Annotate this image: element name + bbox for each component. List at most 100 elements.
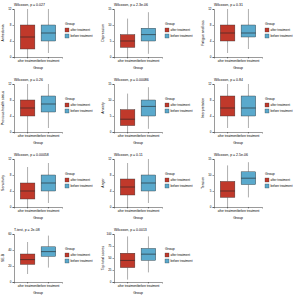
whisker-upper [127,94,128,110]
whisker-upper [148,12,149,28]
y-tick: 5 [210,189,214,193]
x-tick: before treatment [237,132,259,138]
whisker-lower [27,199,28,207]
median [141,183,156,184]
x-axis-title: Group [33,216,43,220]
box [241,9,256,49]
y-tick-mark [113,246,115,247]
y-tick: 8 [10,98,14,102]
median [120,119,135,120]
box-body [241,25,256,37]
x-tick: after treatment [218,132,238,138]
y-tick-mark [13,175,15,176]
whisker-upper [248,84,249,96]
median [241,178,256,179]
y-tick-label: 0 [10,205,12,209]
y-tick: 4 [210,39,214,43]
median [220,33,235,34]
y-tick-label: 12 [208,7,212,11]
whisker-lower [248,116,249,128]
y-axis-title: Fatigue and loss [201,20,205,46]
y-tick-label: 5 [210,189,212,193]
x-tick-label: before treatment [237,59,259,63]
y-tick: 8 [10,173,14,177]
boxes [220,9,255,53]
legend-label: before treatment [171,259,193,263]
x-tick: before treatment [237,57,259,63]
legend-swatch [165,259,169,263]
y-axis-line [13,235,15,283]
y-tick-mark [113,270,115,271]
y-tick: 12 [8,7,14,11]
x-tick-label: before treatment [137,134,159,138]
panel: Wilcoxon, p = 0.2604812after treatmentbe… [1,78,93,145]
legend-title: Group [165,97,175,101]
y-axis-line [13,85,15,133]
whisker-lower [148,116,149,129]
x-tick-label: after treatment [18,59,38,63]
median [20,108,35,109]
y-axis: 04812 [8,157,14,209]
x-tick-label: after treatment [18,134,38,138]
x-tick: after treatment [218,207,238,213]
x-axis-title: Group [33,66,43,70]
y-tick-label: 50 [108,256,112,260]
legend-title: Group [65,247,75,251]
x-tick: before treatment [37,282,59,288]
boxes [120,12,155,57]
legend-label: before treatment [171,184,193,188]
y-tick-label: 8 [10,98,12,102]
boxes [120,159,155,207]
legend-title: Group [65,172,75,176]
legend-title: Group [65,97,75,101]
legend-label: after treatment [271,178,291,182]
box-body [220,25,235,41]
box-body [120,35,135,48]
plot-background [114,9,162,57]
y-tick: 4 [10,189,14,193]
whisker-lower [248,185,249,198]
y-tick-label: 0 [10,280,12,284]
whisker-lower [148,191,149,203]
title: Wilcoxon, p = 0.027 [14,3,45,7]
y-tick: 100 [106,232,114,236]
median [20,191,35,192]
x-axis-title: Group [33,141,43,145]
box-body [41,247,56,257]
y-tick-label: 8 [110,173,112,177]
box-body [141,100,156,116]
x-tick-label: after treatment [118,284,138,288]
legend-swatch [65,34,69,38]
y-tick: 75 [108,244,114,248]
boxes [220,84,255,128]
y-tick: 4 [10,39,14,43]
y-tick: 8 [110,173,114,177]
y-axis: 04812 [208,82,214,134]
y-tick-mark [213,132,215,133]
y-axis: 04812 [8,7,14,59]
y-tick-mark [213,191,215,192]
plot-background [114,84,162,132]
x-axis: after treatmentbefore treatment [215,57,263,63]
boxes [20,236,55,274]
y-axis: 04812 [208,7,214,59]
y-tick: 0 [110,205,114,209]
y-tick: 10 [108,23,114,27]
legend-label: after treatment [271,28,291,32]
legend-swatch [265,178,269,182]
y-axis-line [213,85,215,133]
y-axis-title: Sensitivity [1,175,5,191]
y-tick-mark [213,25,215,26]
whisker-upper [127,163,128,179]
whisker-lower [48,256,49,267]
y-tick: 4 [110,189,114,193]
y-axis-title: Tension [201,177,205,189]
y-tick-mark [13,9,15,10]
y-tick: 0 [10,280,14,284]
x-tick: before treatment [137,282,159,288]
box-body [41,25,56,41]
y-tick: 15 [108,7,114,11]
boxes [20,9,55,57]
whisker-upper [27,242,28,254]
y-axis-line [13,10,15,58]
